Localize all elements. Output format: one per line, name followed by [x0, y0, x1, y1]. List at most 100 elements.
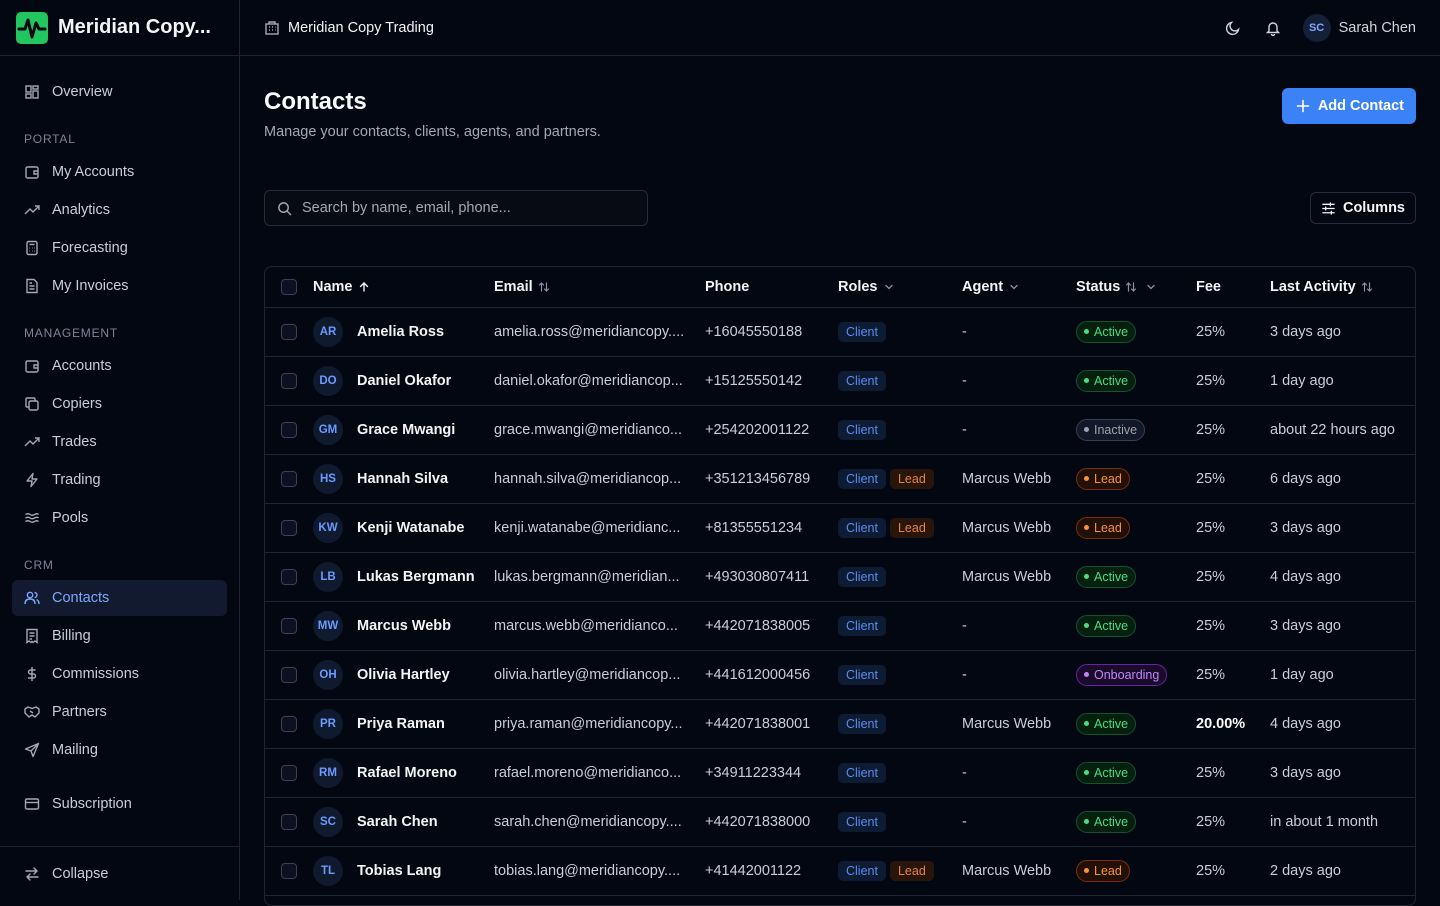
contact-name[interactable]: Rafael Moreno: [357, 764, 457, 781]
header-status[interactable]: Status: [1076, 267, 1196, 308]
fee-cell: 25%: [1196, 356, 1270, 406]
header-roles[interactable]: Roles: [838, 267, 962, 308]
user-menu[interactable]: SC Sarah Chen: [1302, 13, 1416, 42]
sidebar-item-label: Commissions: [52, 666, 140, 682]
row-checkbox[interactable]: [281, 568, 297, 585]
row-checkbox[interactable]: [281, 519, 297, 536]
sidebar-item-contacts[interactable]: Contacts: [12, 580, 227, 616]
select-cell: [265, 699, 313, 749]
fee-cell: 25%: [1196, 552, 1270, 602]
theme-toggle-button[interactable]: [1217, 12, 1249, 44]
sidebar-item-my-invoices[interactable]: My Invoices: [12, 268, 227, 304]
contact-name[interactable]: Daniel Okafor: [357, 372, 452, 389]
status-label: Active: [1094, 569, 1129, 584]
contact-name[interactable]: Kenji Watanabe: [357, 519, 465, 536]
contact-name[interactable]: Lukas Bergmann: [357, 568, 475, 585]
select-all-checkbox[interactable]: [281, 278, 297, 295]
contact-name[interactable]: Marcus Webb: [357, 617, 452, 634]
section-portal: PORTAL: [24, 132, 76, 146]
status-badge: Onboarding: [1076, 663, 1168, 686]
header-agent[interactable]: Agent: [962, 267, 1076, 308]
contact-name[interactable]: Grace Mwangi: [357, 421, 456, 438]
email-cell: hannah.silva@meridiancop...: [494, 454, 705, 504]
roles-cell: Client: [838, 552, 962, 602]
sidebar-item-trading[interactable]: Trading: [12, 462, 227, 498]
table-row[interactable]: TL Tobias Lang tobias.lang@meridiancopy...…: [265, 846, 1415, 896]
collapse-button[interactable]: Collapse: [0, 846, 239, 900]
sidebar-item-billing[interactable]: Billing: [12, 618, 227, 654]
fee-cell: 25%: [1196, 846, 1270, 896]
row-checkbox[interactable]: [281, 862, 297, 879]
table-row[interactable]: PR Priya Raman priya.raman@meridiancopy...…: [265, 699, 1415, 749]
status-dot: [1084, 623, 1089, 628]
name-cell: KW Kenji Watanabe: [313, 503, 494, 553]
sidebar-item-mailing[interactable]: Mailing: [12, 732, 227, 768]
table-row[interactable]: MW Marcus Webb marcus.webb@meridianco... +4…: [265, 601, 1415, 651]
sidebar-item-overview[interactable]: Overview: [12, 74, 227, 110]
sidebar-item-subscription[interactable]: Subscription: [12, 786, 227, 822]
sort-icon: [1126, 281, 1137, 292]
sidebar-item-trades[interactable]: Trades: [12, 424, 227, 460]
row-checkbox[interactable]: [281, 666, 297, 683]
contact-name[interactable]: Hannah Silva: [357, 470, 449, 487]
columns-label: Columns: [1342, 200, 1405, 216]
name-cell: HS Hannah Silva: [313, 454, 494, 504]
status-dot: [1084, 672, 1089, 677]
collapse-label: Collapse: [52, 865, 109, 882]
status-badge: Active: [1076, 369, 1137, 392]
search-input[interactable]: [302, 200, 632, 216]
row-checkbox[interactable]: [281, 715, 297, 732]
row-checkbox[interactable]: [281, 813, 297, 830]
contact-name[interactable]: Olivia Hartley: [357, 666, 450, 683]
sidebar-item-label: Trades: [52, 434, 97, 450]
table-row[interactable]: GM Grace Mwangi grace.mwangi@meridianco...…: [265, 405, 1415, 455]
sidebar-item-pools[interactable]: Pools: [12, 500, 227, 536]
header-name[interactable]: Name: [313, 267, 494, 308]
row-checkbox[interactable]: [281, 617, 297, 634]
organization-switcher[interactable]: Meridian Copy Trading: [264, 20, 434, 36]
sidebar-item-my-accounts[interactable]: My Accounts: [12, 154, 227, 190]
sidebar-item-partners[interactable]: Partners: [12, 694, 227, 730]
sidebar-item-label: Subscription: [52, 796, 132, 812]
sidebar-item-accounts[interactable]: Accounts: [12, 348, 227, 384]
brand[interactable]: Meridian Copy...: [0, 0, 239, 56]
status-badge: Inactive: [1076, 418, 1146, 441]
add-contact-button[interactable]: Add Contact: [1281, 88, 1416, 124]
agent-cell: -: [962, 405, 1076, 455]
role-badge-client: Client: [838, 664, 886, 685]
roles-cell: Client: [838, 699, 962, 749]
agent-cell: -: [962, 356, 1076, 406]
header-last-activity[interactable]: Last Activity: [1270, 267, 1415, 308]
sidebar-item-copiers[interactable]: Copiers: [12, 386, 227, 422]
table-row[interactable]: HS Hannah Silva hannah.silva@meridiancop..…: [265, 454, 1415, 504]
row-checkbox[interactable]: [281, 323, 297, 340]
status-dot: [1084, 476, 1089, 481]
row-checkbox[interactable]: [281, 470, 297, 487]
table-row[interactable]: OH Olivia Hartley olivia.hartley@meridianc…: [265, 650, 1415, 700]
sidebar-item-commissions[interactable]: Commissions: [12, 656, 227, 692]
row-checkbox[interactable]: [281, 421, 297, 438]
agent-cell: Marcus Webb: [962, 454, 1076, 504]
contact-name[interactable]: Priya Raman: [357, 715, 445, 732]
row-checkbox[interactable]: [281, 372, 297, 389]
contact-name[interactable]: Tobias Lang: [357, 862, 442, 879]
table-row[interactable]: DO Daniel Okafor daniel.okafor@meridiancop…: [265, 356, 1415, 406]
table-row[interactable]: RM Rafael Moreno rafael.moreno@meridianco.…: [265, 748, 1415, 798]
table-row[interactable]: KW Kenji Watanabe kenji.watanabe@meridianc…: [265, 503, 1415, 553]
notifications-button[interactable]: [1257, 12, 1289, 44]
header-email[interactable]: Email: [494, 267, 705, 308]
status-label: Lead: [1094, 471, 1122, 486]
table-row[interactable]: LB Lukas Bergmann lukas.bergmann@meridian.…: [265, 552, 1415, 602]
table-row[interactable]: AR Amelia Ross amelia.ross@meridiancopy...…: [265, 307, 1415, 357]
columns-button[interactable]: Columns: [1309, 192, 1416, 224]
sidebar-item-analytics[interactable]: Analytics: [12, 192, 227, 228]
table-row[interactable]: SC Sarah Chen sarah.chen@meridiancopy.... +…: [265, 797, 1415, 847]
row-checkbox[interactable]: [281, 764, 297, 781]
contact-name[interactable]: Sarah Chen: [357, 813, 438, 830]
sidebar-item-forecasting[interactable]: Forecasting: [12, 230, 227, 266]
select-cell: [265, 748, 313, 798]
email-cell: lukas.bergmann@meridian...: [494, 552, 705, 602]
status-cell: Active: [1076, 748, 1196, 798]
status-badge: Lead: [1076, 516, 1130, 539]
contact-name[interactable]: Amelia Ross: [357, 323, 445, 340]
